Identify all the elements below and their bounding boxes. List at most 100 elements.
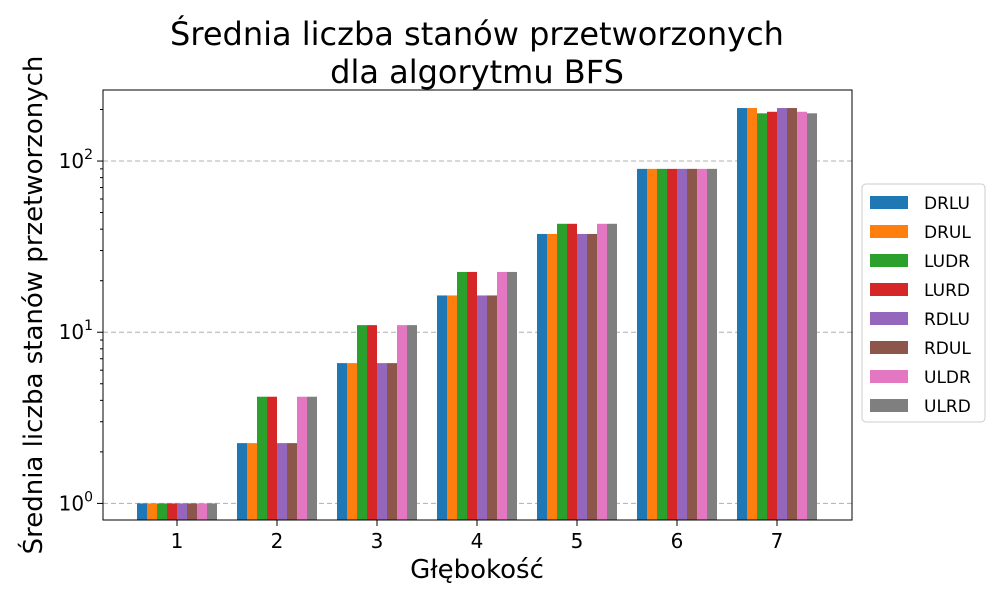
legend-swatch-uldr — [870, 370, 908, 383]
bar-drlu-4 — [437, 295, 447, 520]
bar-ludr-2 — [257, 396, 267, 520]
bar-lurd-2 — [267, 396, 277, 520]
bar-uldr-2 — [297, 396, 307, 520]
y-tick-base: 10 — [59, 320, 84, 344]
bar-ludr-5 — [557, 223, 567, 520]
bar-rdul-3 — [387, 363, 397, 520]
bar-lurd-4 — [467, 271, 477, 520]
bar-ludr-7 — [757, 113, 767, 520]
bar-uldr-7 — [797, 111, 807, 521]
bar-uldr-6 — [697, 168, 707, 521]
bar-drlu-1 — [137, 503, 147, 520]
bar-rdlu-5 — [577, 233, 587, 520]
bar-uldr-5 — [597, 223, 607, 520]
bar-ulrd-7 — [807, 113, 817, 520]
bar-rdlu-3 — [377, 363, 387, 520]
x-tick-label: 7 — [771, 529, 784, 553]
grid-lines — [103, 160, 852, 504]
legend-label-ulrd: ULRD — [924, 397, 971, 417]
bar-uldr-4 — [497, 271, 507, 520]
bar-rdul-2 — [287, 443, 297, 520]
chart-title-line-2: dla algorytmu BFS — [330, 53, 624, 91]
bar-rdul-1 — [187, 503, 197, 520]
bar-drlu-6 — [637, 168, 647, 521]
bar-lurd-7 — [767, 111, 777, 521]
bar-drlu-5 — [537, 233, 547, 520]
bar-rdul-7 — [787, 108, 797, 520]
bar-lurd-1 — [167, 503, 177, 520]
bar-rdlu-6 — [677, 168, 687, 521]
legend-swatch-ulrd — [870, 399, 908, 412]
bar-lurd-6 — [667, 168, 677, 521]
bar-ludr-6 — [657, 168, 667, 521]
bar-ludr-3 — [357, 325, 367, 520]
bar-drul-4 — [447, 295, 457, 520]
legend-swatch-drul — [870, 225, 908, 238]
x-tick-label: 6 — [671, 529, 684, 553]
bar-ludr-1 — [157, 503, 167, 520]
y-tick-base: 10 — [59, 491, 84, 515]
bar-drul-3 — [347, 363, 357, 520]
y-tick-exponent: 2 — [84, 147, 93, 163]
legend-swatch-drlu — [870, 196, 908, 209]
bar-drul-1 — [147, 503, 157, 520]
bar-ludr-4 — [457, 271, 467, 520]
y-tick-base: 10 — [59, 149, 84, 173]
bar-ulrd-6 — [707, 168, 717, 521]
bar-uldr-1 — [197, 503, 207, 520]
bar-drul-5 — [547, 233, 557, 520]
y-tick-label: 101 — [59, 318, 93, 344]
bar-rdlu-4 — [477, 295, 487, 520]
bar-drlu-2 — [237, 443, 247, 520]
legend-frame — [861, 183, 986, 423]
legend-label-uldr: ULDR — [924, 368, 971, 388]
x-tick-label: 5 — [571, 529, 584, 553]
x-tick-label: 4 — [471, 529, 484, 553]
legend-label-drul: DRUL — [924, 223, 971, 243]
bar-uldr-3 — [397, 325, 407, 520]
bar-rdul-5 — [587, 233, 597, 520]
legend-label-rdlu: RDLU — [924, 310, 970, 330]
bar-ulrd-1 — [207, 503, 217, 520]
y-tick-exponent: 0 — [84, 489, 93, 505]
bar-ulrd-5 — [607, 223, 617, 520]
bar-ulrd-4 — [507, 271, 517, 520]
y-tick-label: 102 — [59, 147, 93, 173]
bar-rdul-4 — [487, 295, 497, 520]
x-tick-label: 1 — [171, 529, 184, 553]
bar-rdlu-2 — [277, 443, 287, 520]
y-axis-label: Średnia liczba stanów przetworzonych — [17, 56, 49, 555]
legend-swatch-ludr — [870, 254, 908, 267]
bars — [137, 108, 817, 521]
legend: DRLU DRUL LUDR LURD RDLU RDUL ULDR ULRD — [861, 183, 986, 423]
legend-label-drlu: DRLU — [924, 194, 970, 214]
bar-drlu-3 — [337, 363, 347, 520]
bar-lurd-3 — [367, 325, 377, 520]
legend-swatch-rdlu — [870, 312, 908, 325]
bar-rdul-6 — [687, 168, 697, 521]
bar-rdlu-1 — [177, 503, 187, 520]
bar-ulrd-3 — [407, 325, 417, 520]
bar-drul-6 — [647, 168, 657, 521]
legend-label-lurd: LURD — [924, 281, 970, 301]
bar-ulrd-2 — [307, 396, 317, 520]
legend-label-rdul: RDUL — [924, 339, 971, 359]
bar-drul-7 — [747, 108, 757, 520]
x-tick-label: 2 — [271, 529, 284, 553]
y-tick-exponent: 1 — [84, 318, 93, 334]
bar-lurd-5 — [567, 223, 577, 520]
legend-swatch-rdul — [870, 341, 908, 354]
x-axis-label: Głębokość — [410, 555, 544, 585]
y-tick-label: 100 — [59, 489, 93, 515]
legend-label-ludr: LUDR — [924, 252, 970, 272]
chart-title-line-1: Średnia liczba stanów przetworzonych — [170, 14, 784, 53]
x-axis-ticks: 1 2 3 4 5 6 7 — [171, 520, 784, 553]
bar-rdlu-7 — [777, 108, 787, 520]
bar-drlu-7 — [737, 108, 747, 520]
bar-drul-2 — [247, 443, 257, 520]
x-tick-label: 3 — [371, 529, 384, 553]
legend-swatch-lurd — [870, 283, 908, 296]
